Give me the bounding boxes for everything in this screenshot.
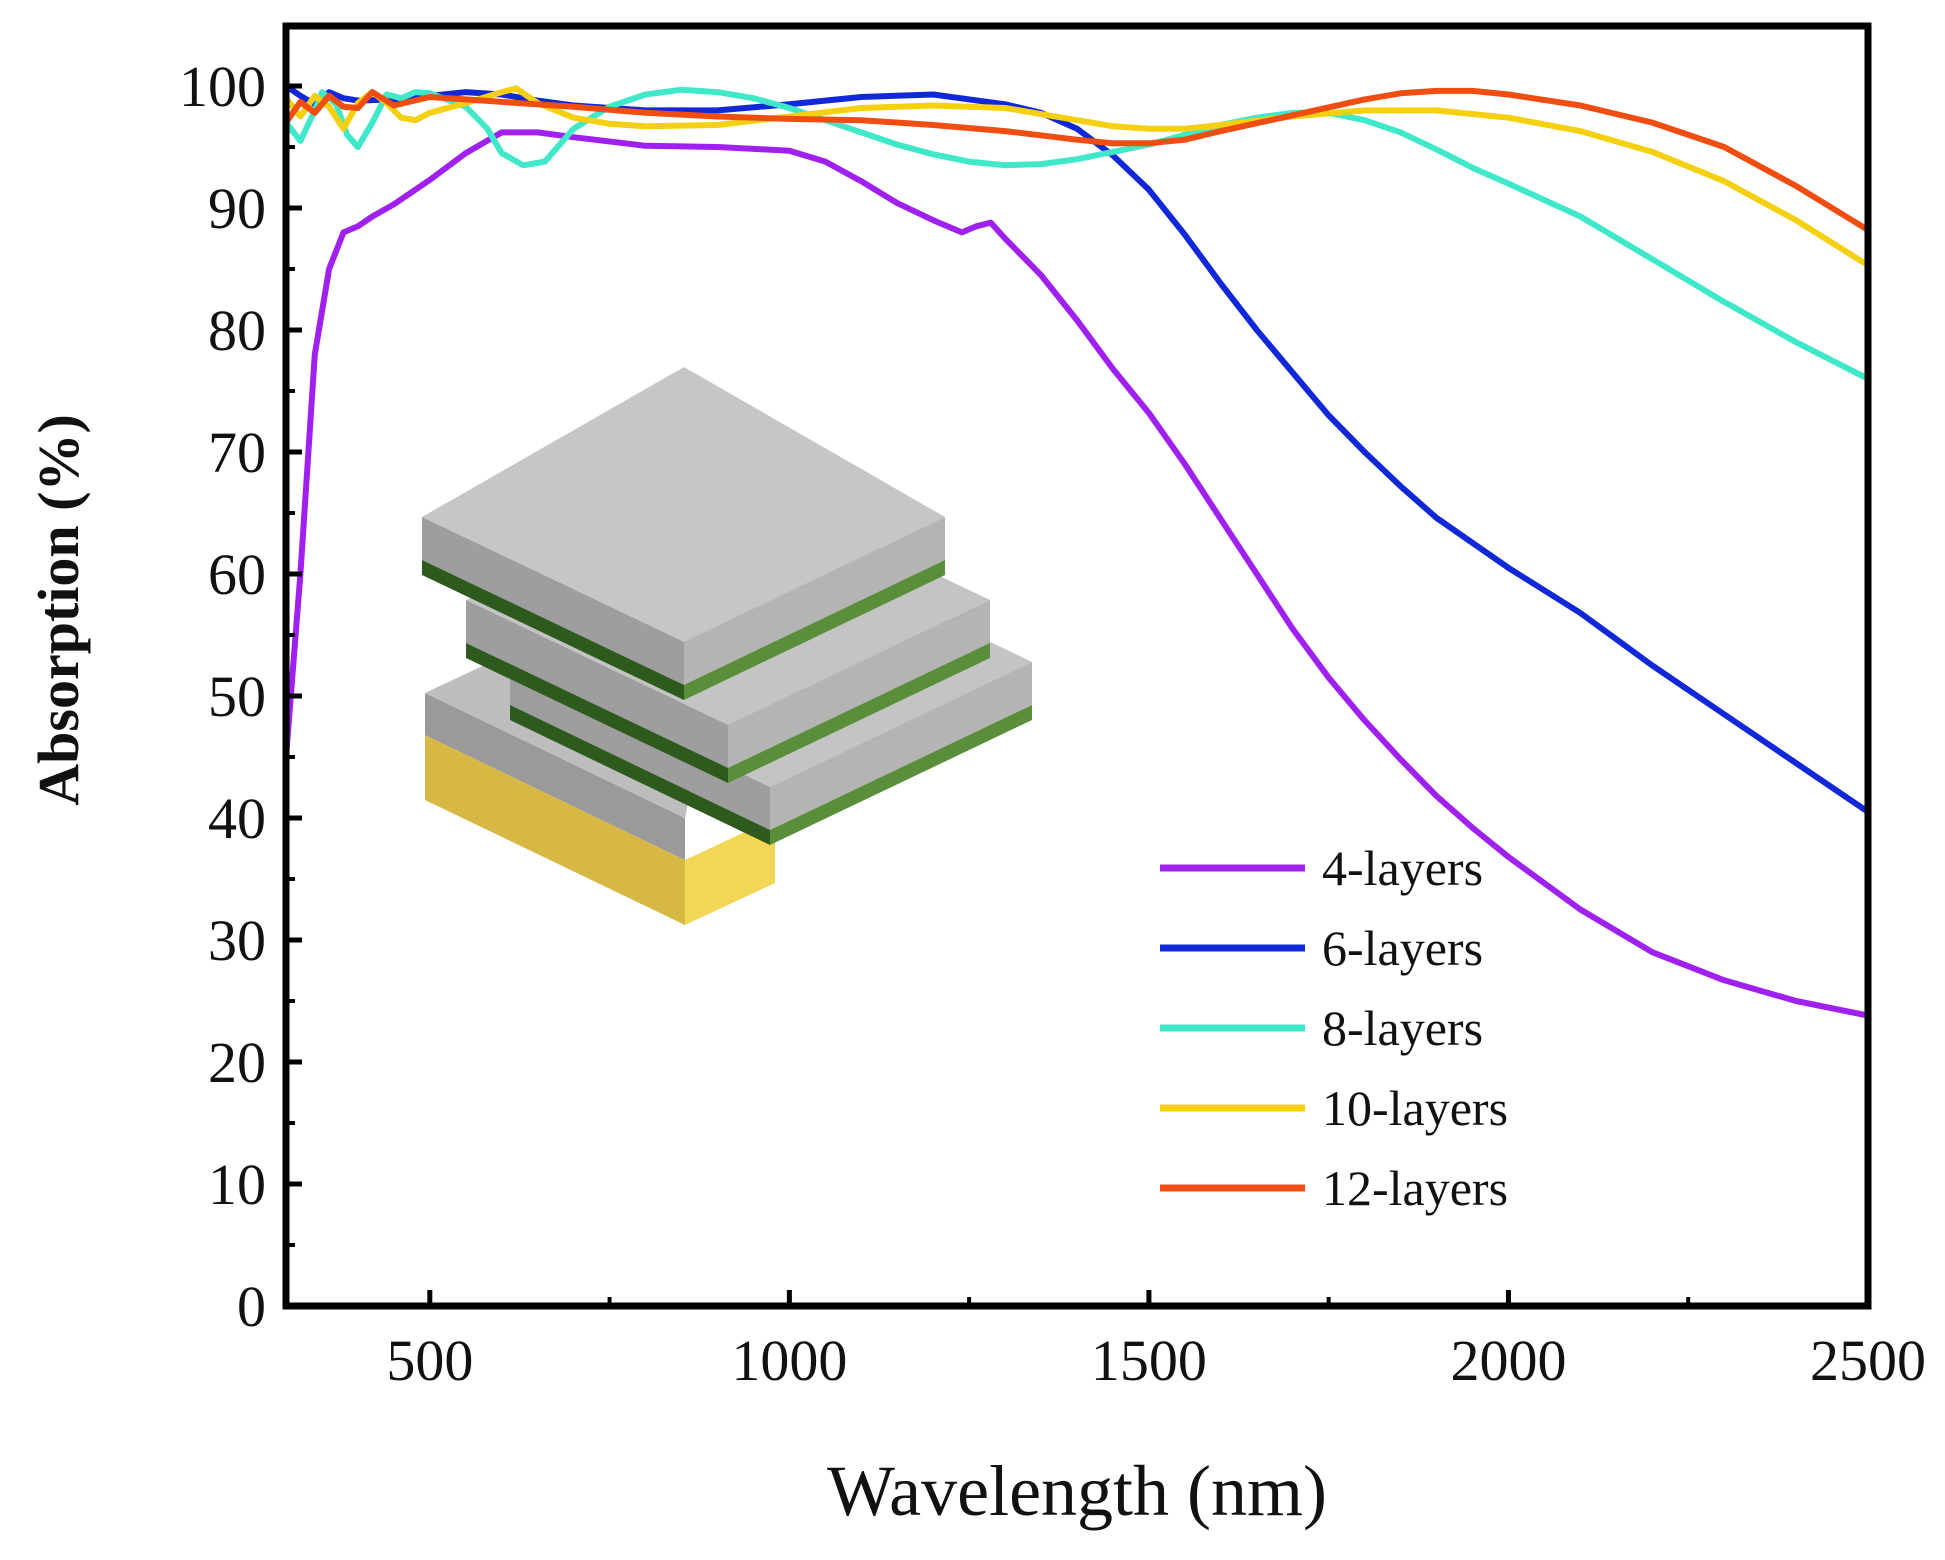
plot-frame: [282, 22, 1872, 1310]
legend-label: 10-layers: [1322, 1080, 1508, 1136]
legend-label: 8-layers: [1322, 1000, 1483, 1056]
x-tick-label: 2000: [1450, 1328, 1566, 1393]
x-tick-label: 1500: [1091, 1328, 1207, 1393]
legend-label: 6-layers: [1322, 920, 1483, 976]
legend: 4-layers 6-layers 8-layers 10-layers 12-laye…: [1160, 840, 1508, 1216]
y-tick-label: 90: [208, 176, 266, 241]
y-tick-label: 100: [179, 54, 266, 119]
y-tick-label: 60: [208, 542, 266, 607]
legend-label: 12-layers: [1322, 1160, 1508, 1216]
y-tick-label: 80: [208, 298, 266, 363]
x-tick-label: 2500: [1810, 1328, 1926, 1393]
layer-stack-illustration: [422, 367, 1032, 925]
legend-label: 4-layers: [1322, 840, 1483, 896]
y-tick-label: 30: [208, 908, 266, 973]
series-line-12-layers: [286, 87, 1868, 233]
x-tick-label: 1000: [731, 1328, 847, 1393]
y-tick-label: 10: [208, 1152, 266, 1217]
y-axis-label: Absorption (%): [26, 414, 91, 806]
y-tick-label: 50: [208, 664, 266, 729]
x-axis-label: Wavelength (nm): [827, 1451, 1327, 1531]
y-tick-label: 20: [208, 1030, 266, 1095]
y-tick-label: 40: [208, 786, 266, 851]
series-line-4-layers: [286, 129, 1868, 1019]
y-tick-label: 0: [237, 1274, 266, 1339]
x-tick-label: 500: [386, 1328, 473, 1393]
y-tick-label: 70: [208, 420, 266, 485]
